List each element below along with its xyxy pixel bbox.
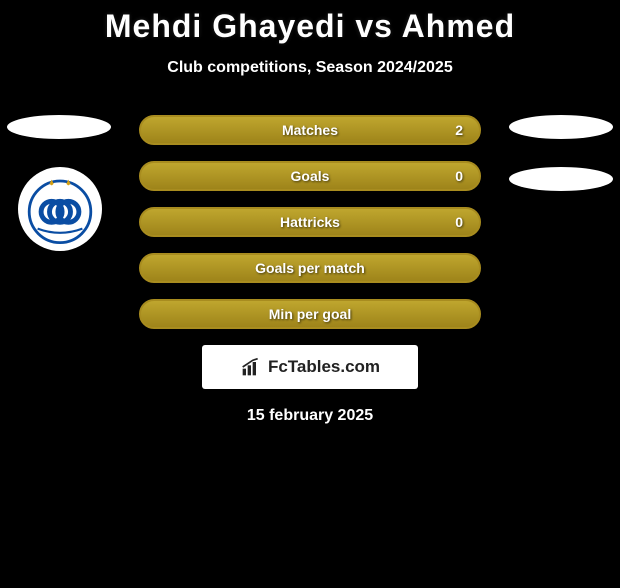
stat-label: Min per goal — [269, 306, 351, 322]
page-title: Mehdi Ghayedi vs Ahmed — [0, 8, 620, 45]
stat-label: Goals — [291, 168, 330, 184]
stat-row-goals: Goals 0 — [139, 161, 481, 191]
stat-value-right: 2 — [455, 122, 463, 138]
stat-row-hattricks: Hattricks 0 — [139, 207, 481, 237]
watermark-badge: FcTables.com — [202, 345, 418, 389]
stat-row-matches: Matches 2 — [139, 115, 481, 145]
comparison-panel: Matches 2 Goals 0 Hattricks 0 Goals per … — [0, 115, 620, 425]
stat-label: Matches — [282, 122, 338, 138]
stat-value-right: 0 — [455, 214, 463, 230]
player-right-oval-2 — [509, 167, 613, 191]
esteghlal-badge-icon — [25, 174, 95, 244]
stat-row-min-per-goal: Min per goal — [139, 299, 481, 329]
stat-label: Hattricks — [280, 214, 340, 230]
bar-chart-icon — [240, 357, 262, 377]
watermark-text: FcTables.com — [268, 357, 380, 377]
stat-value-right: 0 — [455, 168, 463, 184]
subtitle: Club competitions, Season 2024/2025 — [0, 59, 620, 77]
player-left-oval-1 — [7, 115, 111, 139]
stat-rows: Matches 2 Goals 0 Hattricks 0 Goals per … — [139, 115, 481, 329]
stat-row-goals-per-match: Goals per match — [139, 253, 481, 283]
player-right-oval-1 — [509, 115, 613, 139]
stat-label: Goals per match — [255, 260, 365, 276]
club-badge-left — [18, 167, 102, 251]
date-text: 15 february 2025 — [0, 407, 620, 425]
